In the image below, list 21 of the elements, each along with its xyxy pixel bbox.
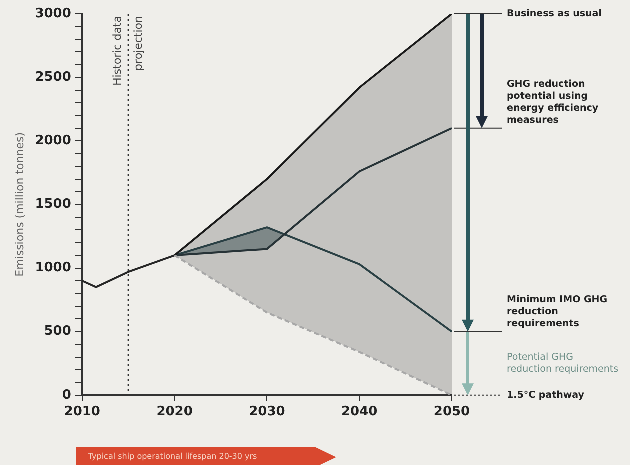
y-tick-label: 0: [62, 388, 72, 403]
y-tick-label: 1000: [35, 260, 72, 276]
y-tick-label: 3000: [35, 6, 72, 22]
x-tick-label: 2050: [434, 404, 470, 420]
y-tick-label: 2500: [35, 70, 72, 85]
text: 1.5°C pathway: [507, 390, 586, 401]
x-tick-label: 2040: [342, 404, 378, 420]
text: Potential GHG reduction requirements: [507, 352, 619, 376]
x-tick-label: 2030: [249, 404, 286, 420]
text: Minimum IMO GHG reduction requirements: [507, 294, 608, 330]
x-tick-label: 2020: [156, 404, 193, 420]
text: Business as usual: [507, 8, 602, 20]
y-tick-label: 2000: [35, 134, 72, 149]
y-tick-label: 1500: [35, 197, 72, 212]
arrow-banner: Typical ship operational lifespan 20-30 yrs: [76, 447, 336, 465]
annotation: projection: [132, 16, 145, 71]
x-tick-label: 2010: [64, 404, 100, 420]
ref-line-label: Historic data: [110, 16, 124, 86]
y-axis-title: Emissions (million tonnes): [13, 132, 26, 277]
y-tick-label: 500: [44, 324, 72, 340]
text: GHG reduction potential using energy efficiency measures: [507, 78, 600, 126]
